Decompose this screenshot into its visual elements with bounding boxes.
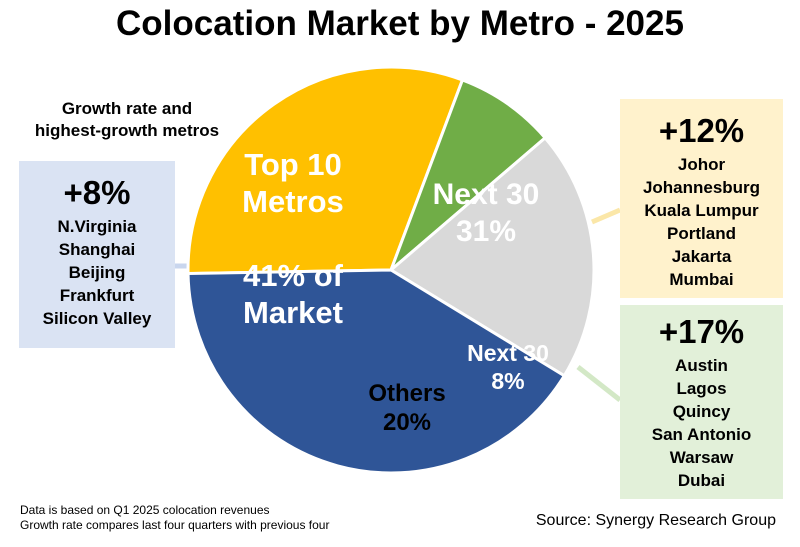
callout-growth-rate: +12% — [658, 112, 745, 149]
leader-line — [576, 365, 622, 402]
slice-label-line: Next 30 — [467, 340, 549, 366]
callout-next30-green: +17% Austin Lagos Quincy San Antonio War… — [620, 305, 783, 499]
pie-slices — [186, 65, 596, 475]
slice-next-30-yellow — [186, 65, 465, 276]
callout-metro: Lagos — [676, 379, 727, 398]
slice-label-line: Metros — [242, 184, 344, 219]
callout-metro: Kuala Lumpur — [644, 201, 759, 220]
slice-top-10-metros — [186, 268, 567, 475]
source-credit: Source: Synergy Research Group — [535, 512, 776, 529]
callout-heading-line-1: Growth rate and — [61, 99, 193, 118]
slice-label-line: Top 10 — [244, 147, 342, 182]
callout-metro: N.Virginia — [57, 217, 137, 236]
slice-label-line: Others — [368, 380, 445, 407]
callout-heading-line-2: highest-growth metros — [34, 121, 220, 140]
callout-top10-metros: +8% N.Virginia Shanghai Beijing Frankfur… — [19, 161, 175, 348]
callout-metro: Johor — [677, 155, 726, 174]
callout-metro: Jakarta — [671, 247, 732, 266]
callout-metro: Johannesburg — [642, 178, 761, 197]
slice-label-line: 20% — [383, 409, 431, 436]
footnote-growth-definition: Growth rate compares last four quarters … — [20, 518, 330, 532]
slice-next-30-green-label: Next 30 8% — [467, 340, 549, 394]
slice-others-label: Others 20% — [368, 380, 445, 436]
callout-growth-rate: +8% — [63, 174, 131, 211]
callout-metro: Dubai — [677, 471, 726, 490]
slice-label-line: 41% of — [243, 258, 344, 293]
slice-label-line: Next 30 — [433, 178, 540, 211]
callout-metro: Frankfurt — [59, 286, 135, 305]
callout-metro: Portland — [667, 224, 736, 243]
callout-next30-yellow: +12% Johor Johannesburg Kuala Lumpur Por… — [620, 99, 783, 298]
slice-next-30-yellow-label: Next 30 31% — [433, 178, 540, 248]
callout-metro: Silicon Valley — [42, 309, 152, 328]
leader-line — [591, 207, 621, 225]
slice-others — [388, 135, 596, 378]
callout-metro: Mumbai — [669, 270, 734, 289]
slice-label-line: 31% — [456, 215, 516, 248]
slice-top-10-metros-label: Top 10 Metros 41% of Market — [242, 147, 344, 330]
callout-heading: Growth rate and highest-growth metros — [12, 98, 242, 142]
callout-metro: San Antonio — [651, 425, 752, 444]
slice-label-line: Market — [243, 295, 343, 330]
callout-metro: Beijing — [68, 263, 126, 282]
callout-metro: Warsaw — [669, 448, 734, 467]
slice-next-30-green — [389, 78, 548, 272]
callout-metro: Quincy — [672, 402, 731, 421]
callout-growth-rate: +17% — [658, 313, 745, 350]
callout-metro: Shanghai — [58, 240, 136, 259]
chart-title: Colocation Market by Metro - 2025 — [116, 4, 684, 43]
callout-metro: Austin — [675, 356, 728, 375]
footnote-data-basis: Data is based on Q1 2025 colocation reve… — [20, 503, 270, 517]
slice-label-line: 8% — [491, 368, 524, 394]
